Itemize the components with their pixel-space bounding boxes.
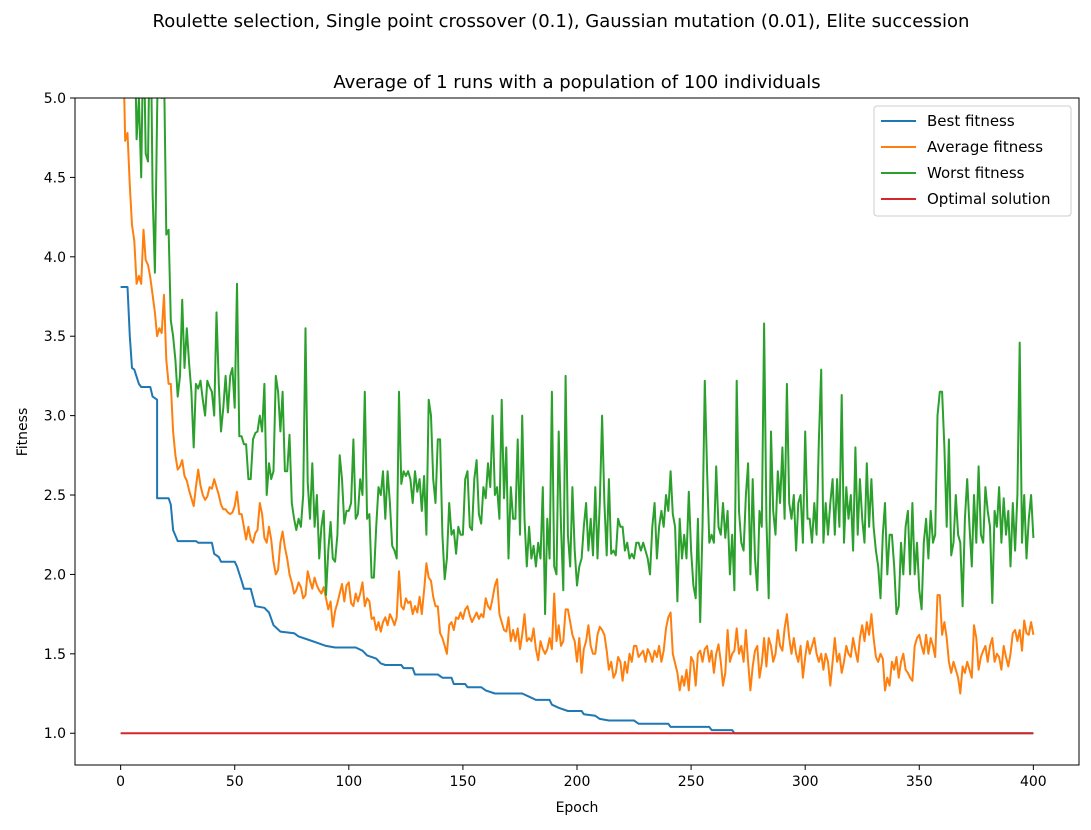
x-tick-label: 0 bbox=[116, 774, 125, 790]
legend-box bbox=[873, 105, 1072, 217]
x-tick-label: 100 bbox=[335, 774, 362, 790]
x-tick-label: 50 bbox=[226, 774, 244, 790]
x-tick-label: 250 bbox=[678, 774, 705, 790]
legend-label-best-fitness: Best fitness bbox=[927, 112, 1015, 130]
y-tick-label: 1.0 bbox=[44, 726, 66, 742]
x-axis: 0 50 100 150 200 250 300 350 400 bbox=[116, 765, 1047, 790]
y-tick-label: 4.0 bbox=[44, 250, 66, 266]
x-tick-label: 150 bbox=[450, 774, 477, 790]
y-tick-label: 5.0 bbox=[44, 91, 66, 107]
plot-frame bbox=[74, 97, 1080, 766]
y-tick-label: 3.5 bbox=[44, 329, 66, 345]
y-axis-label: Fitness bbox=[15, 408, 31, 457]
x-tick-label: 200 bbox=[564, 774, 591, 790]
y-tick-label: 4.5 bbox=[44, 170, 66, 186]
y-tick-label: 3.0 bbox=[44, 409, 66, 425]
legend-label-optimal-solution: Optimal solution bbox=[927, 190, 1051, 208]
x-axis-label: Epoch bbox=[556, 800, 599, 816]
y-tick-label: 2.5 bbox=[44, 488, 66, 504]
x-tick-label: 350 bbox=[906, 774, 933, 790]
y-axis: 1.0 1.5 2.0 2.5 3.0 3.5 4.0 4.5 5.0 bbox=[44, 91, 75, 742]
x-tick-label: 300 bbox=[792, 774, 819, 790]
series-line-average-fitness bbox=[120, 98, 1035, 695]
chart-title: Average of 1 runs with a population of 1… bbox=[333, 72, 820, 93]
plot-series bbox=[120, 98, 1035, 735]
x-tick-label: 400 bbox=[1020, 774, 1047, 790]
series-line-worst-fitness bbox=[134, 98, 1035, 624]
series-line-best-fitness bbox=[120, 286, 1034, 735]
y-tick-label: 2.0 bbox=[44, 567, 66, 583]
legend-label-average-fitness: Average fitness bbox=[927, 138, 1043, 156]
legend: Best fitness Average fitness Worst fitness… bbox=[873, 105, 1072, 217]
y-tick-label: 1.5 bbox=[44, 647, 66, 663]
legend-label-worst-fitness: Worst fitness bbox=[927, 164, 1025, 182]
suptitle: Roulette selection, Single point crossov… bbox=[153, 11, 970, 32]
